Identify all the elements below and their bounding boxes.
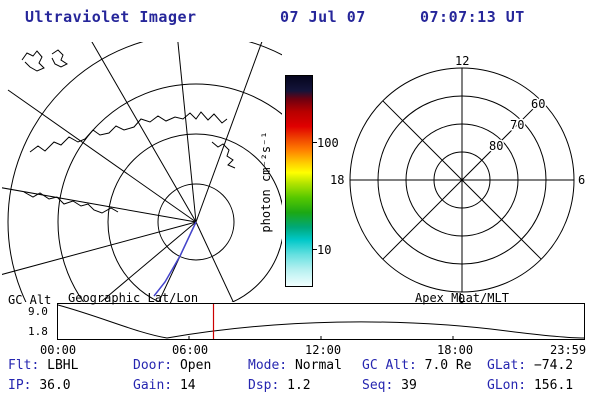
time-readout: 07:07:13 UT [420, 8, 525, 26]
colorbar-tick-mark [312, 249, 317, 250]
mlt-label-12: 12 [455, 54, 469, 68]
date-readout: 07 Jul 07 [280, 8, 366, 26]
meridian-line [177, 42, 197, 223]
status-flt-value: LBHL [47, 358, 79, 373]
colorbar-tick-label-top: 100 [317, 136, 339, 150]
colorbar-tick-mark [312, 142, 317, 143]
alt-ytick-bottom: 1.8 [28, 325, 48, 338]
map-graticule [2, 42, 282, 302]
status-mode-value: Normal [294, 358, 342, 373]
apex-labels: 12 18 6 0 60 70 80 [329, 53, 587, 305]
mlt-spoke [382, 100, 542, 260]
status-seq-value: 39 [401, 378, 417, 393]
status-dsp-value: 1.2 [287, 378, 311, 393]
status-mode-label: Mode: [248, 358, 288, 373]
status-mode: Mode: Normal [248, 358, 342, 373]
status-gcalt-value: 7.0 Re [424, 358, 472, 373]
meridian-line [100, 221, 197, 302]
mlat-label-60: 60 [531, 97, 545, 111]
status-gain-value: 14 [179, 378, 196, 393]
coastline-path [51, 49, 68, 68]
coastline-path [21, 50, 45, 72]
status-glat-value: −74.2 [533, 358, 574, 373]
geographic-map-plot [2, 42, 282, 302]
meridian-line [2, 187, 197, 223]
status-ip-label: IP: [8, 378, 32, 393]
latitude-circle [57, 83, 282, 302]
status-glat: GLat: −74.2 [487, 358, 573, 373]
meridian-line [195, 42, 263, 223]
meridian-line [7, 89, 197, 223]
mlt-label-0: 0 [458, 292, 465, 304]
coastline-path [23, 191, 119, 214]
latitude-circle [7, 42, 282, 302]
status-gain: Gain: 14 [133, 378, 196, 393]
altitude-curve [57, 304, 585, 339]
status-seq-label: Seq: [362, 378, 394, 393]
status-flt-label: Flt: [8, 358, 40, 373]
meridian-line [2, 221, 197, 275]
status-gcalt: GC Alt: 7.0 Re [362, 358, 472, 373]
apex-grid [349, 67, 575, 293]
mlat-label-70: 70 [510, 118, 524, 132]
alt-xtick-2359: 23:59 [550, 343, 587, 357]
status-ip: IP: 36.0 [8, 378, 71, 393]
app-title: Ultraviolet Imager [25, 8, 197, 26]
mlat-label-80: 80 [489, 139, 503, 153]
alt-axis-label: GC Alt [8, 293, 52, 307]
status-glon: GLon: 156.1 [487, 378, 573, 393]
status-glat-label: GLat: [487, 358, 527, 373]
status-flt: Flt: LBHL [8, 358, 78, 373]
mlt-label-18: 18 [330, 173, 344, 187]
orbit-track-line [153, 221, 197, 297]
meridian-line [195, 221, 234, 302]
alt-xtick-0600: 06:00 [172, 343, 209, 357]
coastline-path [211, 141, 236, 169]
apex-polar-plot: 12 18 6 0 60 70 80 [329, 53, 587, 305]
status-ip-value: 36.0 [39, 378, 71, 393]
status-door-value: Open [179, 358, 212, 373]
flux-colorbar [285, 75, 313, 287]
coastline [21, 49, 236, 214]
colorbar-units-label: photon cm⁻²s⁻¹ [259, 131, 273, 233]
status-dsp-label: Dsp: [248, 378, 280, 393]
status-dsp: Dsp: 1.2 [248, 378, 311, 393]
meridian-line [91, 42, 197, 223]
status-glon-label: GLon: [487, 378, 527, 393]
altitude-strip-chart [57, 303, 585, 340]
alt-xtick-1200: 12:00 [305, 343, 342, 357]
colorbar-tick-label-bottom: 10 [317, 243, 332, 257]
chart-frame [57, 303, 585, 340]
status-door-label: Door: [133, 358, 173, 373]
status-seq: Seq: 39 [362, 378, 417, 393]
geo-plot-caption: Geographic Lat/Lon [68, 291, 199, 305]
alt-ytick-top: 9.0 [28, 305, 48, 318]
status-door: Door: Open [133, 358, 211, 373]
coastline-path [29, 111, 228, 153]
status-gcalt-label: GC Alt: [362, 358, 417, 373]
status-gain-label: Gain: [133, 378, 173, 393]
apex-plot-caption: Apex MLat/MLT [415, 291, 509, 305]
latitude-circle [107, 133, 282, 302]
latitude-circle [157, 183, 235, 261]
alt-xtick-0000: 00:00 [40, 343, 77, 357]
alt-xtick-1800: 18:00 [437, 343, 474, 357]
chart-ticks [188, 336, 454, 340]
status-glon-value: 156.1 [533, 378, 574, 393]
mlt-label-6: 6 [578, 173, 585, 187]
